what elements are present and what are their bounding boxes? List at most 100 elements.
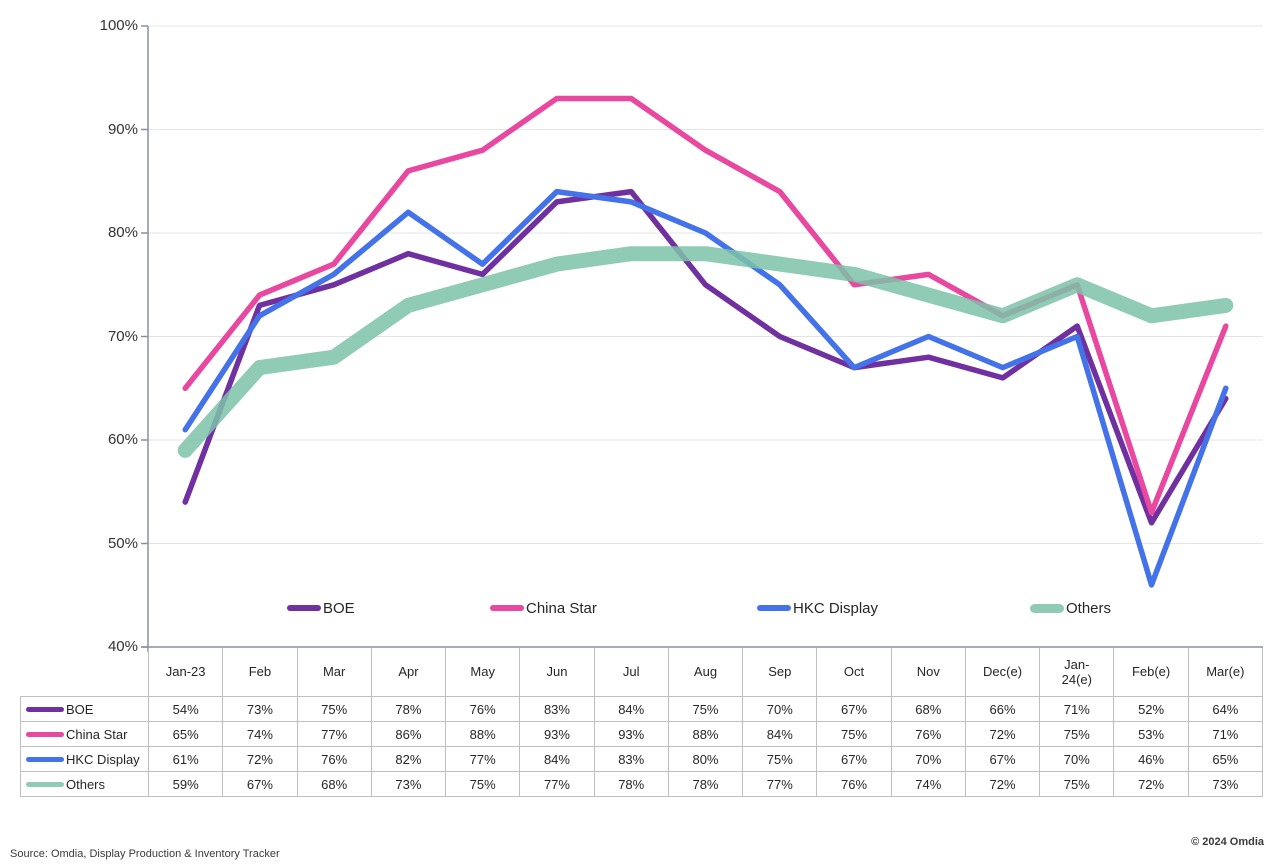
- value-cell: 84%: [519, 746, 595, 772]
- series-line-hkc-display: [182, 188, 1229, 588]
- series-name-cell: Others: [20, 771, 149, 797]
- value-cell: 74%: [890, 771, 966, 797]
- value-cell: 76%: [296, 746, 372, 772]
- legend-label: BOE: [323, 599, 355, 617]
- table-corner-cell: [21, 648, 149, 697]
- value-cell: 72%: [1113, 771, 1189, 797]
- value-cell: 93%: [593, 721, 669, 747]
- value-cell: 66%: [964, 696, 1041, 722]
- value-cell: 67%: [816, 746, 892, 772]
- legend-swatch-boe: [287, 605, 321, 611]
- value-cell: 72%: [964, 721, 1041, 747]
- legend-item-others: Others: [1030, 597, 1111, 619]
- legend-label: HKC Display: [793, 599, 879, 617]
- value-cell: 67%: [964, 746, 1041, 772]
- copyright-note: © 2024 Omdia: [1191, 836, 1264, 848]
- value-cell: 75%: [445, 771, 521, 797]
- value-cell: 77%: [742, 771, 818, 797]
- value-cell: 88%: [667, 721, 744, 747]
- value-cell: 73%: [222, 696, 298, 722]
- value-cell: 52%: [1113, 696, 1189, 722]
- legend-item-china-star: China Star: [490, 597, 597, 619]
- legend-label: Others: [1066, 599, 1112, 617]
- month-header-may: May: [445, 648, 521, 697]
- legend-swatch-hkc-display: [757, 605, 791, 611]
- series-line-boe: [182, 188, 1229, 526]
- value-cell: 53%: [1113, 721, 1189, 747]
- table-row-hkc-display: HKC Display 61% 72% 76% 82% 77% 84% 83% 80% 75% 67…: [20, 746, 1264, 772]
- month-header-feb: Feb: [222, 648, 298, 697]
- value-cell: 67%: [816, 696, 892, 722]
- month-header-aug: Aug: [667, 648, 744, 697]
- month-header-jan-24-e-: Jan- 24(e): [1039, 648, 1115, 697]
- series-name-label: Others: [66, 776, 106, 792]
- series-name-cell: HKC Display: [20, 746, 149, 772]
- value-cell: 77%: [296, 721, 372, 747]
- value-cell: 76%: [816, 771, 892, 797]
- value-cell: 70%: [1039, 746, 1115, 772]
- value-cell: 80%: [667, 746, 744, 772]
- table-header-row: Jan-23 Feb Mar Apr May Jun Jul Aug Sep Oct Nov Dec(…: [21, 648, 1264, 697]
- value-cell: 61%: [147, 746, 224, 772]
- value-cell: 75%: [296, 696, 372, 722]
- table-row-china-star: China Star 65% 74% 77% 86% 88% 93% 93% 88% 84% 75%…: [20, 721, 1264, 747]
- y-axis-label: 50%: [107, 534, 138, 552]
- series-name-label: BOE: [66, 701, 94, 717]
- value-cell: 76%: [445, 696, 521, 722]
- value-cell: 72%: [964, 771, 1041, 797]
- value-cell: 75%: [1039, 721, 1115, 747]
- value-cell: 86%: [370, 721, 447, 747]
- value-cell: 64%: [1187, 696, 1264, 722]
- value-cell: 73%: [1187, 771, 1264, 797]
- value-cell: 54%: [147, 696, 224, 722]
- legend-label: China Star: [526, 599, 597, 617]
- y-axis-label: 40%: [107, 638, 138, 655]
- value-cell: 77%: [519, 771, 595, 797]
- value-cell: 73%: [370, 771, 447, 797]
- value-cell: 68%: [890, 696, 966, 722]
- series-swatch-china-star: [26, 731, 64, 737]
- series-line-others: [177, 246, 1234, 458]
- y-axis-label: 60%: [107, 431, 138, 448]
- legend-swatch-others: [1030, 603, 1064, 613]
- plot-canvas: [141, 25, 1263, 652]
- source-note: Source: Omdia, Display Production & Inve…: [10, 848, 280, 860]
- table-row-others: Others 59% 67% 68% 73% 75% 77% 78% 78% 77% 76% 74% 7…: [20, 771, 1264, 797]
- value-cell: 82%: [370, 746, 447, 772]
- value-cell: 78%: [593, 771, 669, 797]
- value-cell: 70%: [890, 746, 966, 772]
- month-header-oct: Oct: [816, 648, 892, 697]
- series-name-label: HKC Display: [66, 751, 140, 767]
- value-cell: 46%: [1113, 746, 1189, 772]
- value-cell: 93%: [519, 721, 595, 747]
- month-header-feb-e-: Feb(e): [1113, 648, 1189, 697]
- legend-item-hkc-display: HKC Display: [757, 597, 878, 619]
- value-cell: 75%: [1039, 771, 1115, 797]
- value-cell: 72%: [222, 746, 298, 772]
- value-cell: 84%: [593, 696, 669, 722]
- value-cell: 84%: [742, 721, 818, 747]
- value-cell: 83%: [593, 746, 669, 772]
- value-cell: 70%: [742, 696, 818, 722]
- value-cell: 77%: [445, 746, 521, 772]
- month-header-dec-e-: Dec(e): [964, 648, 1041, 697]
- table-row-boe: BOE 54% 73% 75% 78% 76% 83% 84% 75% 70% 67% 68% 66% 7…: [20, 696, 1264, 722]
- value-cell: 71%: [1187, 721, 1264, 747]
- value-cell: 78%: [370, 696, 447, 722]
- value-cell: 75%: [667, 696, 744, 722]
- data-table: Jan-23 Feb Mar Apr May Jun Jul Aug Sep Oct Nov Dec(…: [20, 648, 1264, 797]
- series-swatch-hkc-display: [26, 756, 64, 762]
- series-name-cell: China Star: [20, 721, 149, 747]
- value-cell: 74%: [222, 721, 298, 747]
- month-header-jan-23: Jan-23: [147, 648, 224, 697]
- y-axis-label: 90%: [107, 120, 138, 138]
- y-axis-label: 100%: [99, 17, 138, 34]
- value-cell: 78%: [667, 771, 744, 797]
- value-cell: 68%: [296, 771, 372, 797]
- series-line-china-star: [182, 95, 1229, 516]
- month-header-mar: Mar: [296, 648, 372, 697]
- value-cell: 83%: [519, 696, 595, 722]
- series-name-label: China Star: [66, 726, 128, 742]
- month-header-mar-e-: Mar(e): [1187, 648, 1264, 697]
- legend-swatch-china-star: [490, 605, 524, 611]
